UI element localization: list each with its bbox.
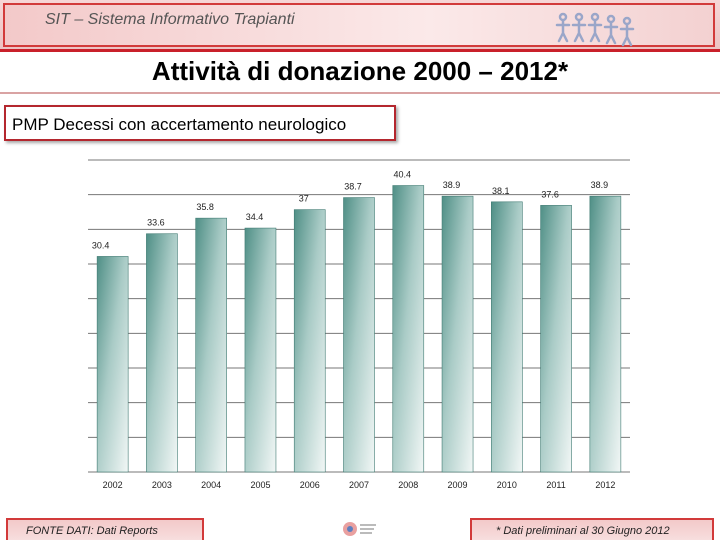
x-tick-2008: 2008 xyxy=(398,480,418,490)
value-label-2008: 40.4 xyxy=(394,170,412,180)
bar-2011 xyxy=(540,205,572,473)
x-tick-2010: 2010 xyxy=(497,480,517,490)
title-divider xyxy=(0,92,720,94)
value-label-2005: 34.4 xyxy=(246,212,264,222)
bar-2007 xyxy=(343,197,375,473)
footer: FONTE DATI: Dati Reports * Dati prelimin… xyxy=(0,514,720,540)
value-label-2009: 38.9 xyxy=(443,180,461,190)
header-banner: SIT – Sistema Informativo Trapianti xyxy=(0,0,720,52)
chart-bars xyxy=(96,185,622,473)
x-tick-2005: 2005 xyxy=(250,480,270,490)
page-title: Attività di donazione 2000 – 2012* xyxy=(151,56,569,86)
value-label-2010: 38.1 xyxy=(492,186,510,196)
x-tick-2009: 2009 xyxy=(448,480,468,490)
x-tick-2004: 2004 xyxy=(201,480,221,490)
bar-2008 xyxy=(392,185,425,473)
bar-2002 xyxy=(96,256,129,473)
people-logo-icon xyxy=(555,12,635,47)
footer-note: * Dati preliminari al 30 Giugno 2012 xyxy=(496,525,670,537)
value-label-2006: 37 xyxy=(299,194,309,204)
x-tick-2003: 2003 xyxy=(152,480,172,490)
footer-source-box: FONTE DATI: Dati Reports xyxy=(6,518,204,540)
value-label-2003: 33.6 xyxy=(147,218,165,228)
bar-2006 xyxy=(293,209,326,473)
x-tick-2011: 2011 xyxy=(546,480,565,490)
header-title: SIT – Sistema Informativo Trapianti xyxy=(45,11,295,28)
chart-subtitle-box: PMP Decessi con accertamento neurologico xyxy=(4,105,396,141)
footer-source: FONTE DATI: Dati Reports xyxy=(26,525,158,537)
header-frame: SIT – Sistema Informativo Trapianti xyxy=(3,3,715,47)
bar-2003 xyxy=(146,233,178,473)
value-label-2012: 38.9 xyxy=(591,180,609,190)
footer-note-box: * Dati preliminari al 30 Giugno 2012 xyxy=(470,518,714,540)
bar-2004 xyxy=(195,217,227,473)
x-tick-2012: 2012 xyxy=(595,480,615,490)
x-tick-2006: 2006 xyxy=(300,480,320,490)
chart-value-labels: 30.4 33.6 35.8 34.4 37 38.7 40.4 38.9 38.1 37.6 38… xyxy=(92,170,608,251)
value-label-2002: 30.4 xyxy=(92,240,110,250)
chart-subtitle: PMP Decessi con accertamento neurologico xyxy=(12,115,347,134)
chart-x-tick-labels: 2002 2003 2004 2005 2006 2007 2008 2009 2010 2011… xyxy=(103,480,616,490)
bar-2010 xyxy=(491,201,523,473)
bar-2009 xyxy=(441,195,474,473)
value-label-2004: 35.8 xyxy=(196,202,214,212)
x-tick-2007: 2007 xyxy=(349,480,369,490)
x-tick-2002: 2002 xyxy=(103,480,123,490)
value-label-2007: 38.7 xyxy=(344,182,362,192)
bar-2005 xyxy=(244,227,277,473)
value-label-2011: 37.6 xyxy=(541,189,559,199)
bar-2012 xyxy=(589,195,622,473)
organization-logo-icon xyxy=(343,522,376,536)
